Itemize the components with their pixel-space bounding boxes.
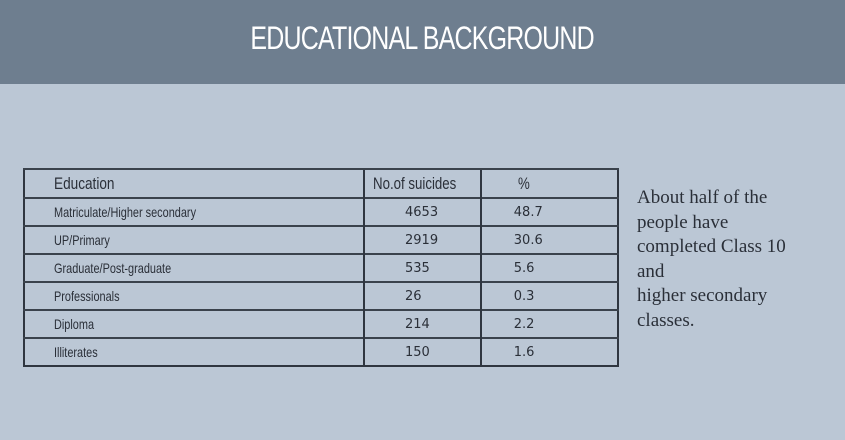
cell-suicides: 150 bbox=[363, 337, 481, 366]
page-title: EDUCATIONAL BACKGROUND bbox=[250, 19, 595, 56]
cell-percent: 5.6 bbox=[479, 253, 618, 282]
cell-suicides: 214 bbox=[363, 309, 481, 338]
cell-percent: 48.7 bbox=[479, 197, 618, 226]
note-line: About half of the bbox=[637, 187, 768, 208]
cell-suicides: 26 bbox=[363, 281, 481, 310]
table-row: Diploma 214 2.2 bbox=[24, 309, 618, 338]
cell-percent: 1.6 bbox=[479, 337, 618, 366]
note-line: classes. bbox=[637, 309, 695, 331]
note-line: higher secondary bbox=[637, 285, 768, 306]
cell-education: Graduate/Post-graduate bbox=[24, 253, 364, 282]
cell-education: UP/Primary bbox=[24, 225, 364, 254]
note-line: people have bbox=[637, 211, 729, 233]
summary-note: About half of the people have completed … bbox=[637, 186, 837, 333]
column-header-suicides: No.of suicides bbox=[363, 168, 481, 198]
header-banner: EDUCATIONAL BACKGROUND bbox=[0, 0, 845, 84]
table-row: Graduate/Post-graduate 535 5.6 bbox=[24, 253, 618, 282]
table-row: Professionals 26 0.3 bbox=[24, 281, 618, 310]
note-line: and bbox=[637, 260, 665, 282]
table-row: Matriculate/Higher secondary 4653 48.7 bbox=[24, 197, 618, 226]
cell-suicides: 2919 bbox=[363, 225, 481, 254]
column-header-percent: % bbox=[479, 168, 618, 198]
cell-suicides: 4653 bbox=[363, 197, 481, 226]
cell-percent: 0.3 bbox=[479, 281, 618, 310]
education-table-container: Education No.of suicides % Matriculate/H… bbox=[23, 168, 619, 367]
cell-education: Diploma bbox=[24, 309, 364, 338]
table-row: UP/Primary 2919 30.6 bbox=[24, 225, 618, 254]
cell-education: Illiterates bbox=[24, 337, 364, 366]
cell-percent: 2.2 bbox=[479, 309, 618, 338]
cell-suicides: 535 bbox=[363, 253, 481, 282]
column-header-education: Education bbox=[24, 168, 364, 198]
table-row: Illiterates 150 1.6 bbox=[24, 337, 618, 366]
cell-percent: 30.6 bbox=[479, 225, 618, 254]
cell-education: Matriculate/Higher secondary bbox=[24, 197, 364, 226]
education-table: Education No.of suicides % Matriculate/H… bbox=[23, 168, 619, 367]
cell-education: Professionals bbox=[24, 281, 364, 310]
table-header-row: Education No.of suicides % bbox=[24, 168, 618, 198]
note-line: completed Class 10 bbox=[637, 236, 786, 257]
